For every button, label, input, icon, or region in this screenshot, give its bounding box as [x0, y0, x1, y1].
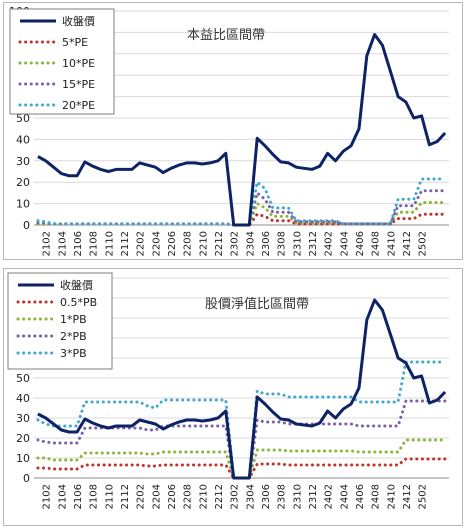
- x-tick-label: 2102: [42, 231, 53, 256]
- x-tick-label: 2110: [104, 484, 115, 509]
- x-tick-label: 2312: [308, 231, 319, 256]
- legend-label: 5*PE: [62, 36, 88, 49]
- y-tick-label: 40: [16, 392, 30, 405]
- x-tick-label: 2202: [136, 484, 147, 509]
- x-tick-label: 2306: [261, 484, 272, 509]
- x-tick-label: 2208: [183, 231, 194, 256]
- legend-label: 收盤價: [62, 14, 95, 28]
- legend-label: 3*PB: [60, 347, 87, 360]
- x-tick-label: 2212: [214, 231, 225, 256]
- x-tick-label: 2406: [355, 484, 366, 509]
- x-tick-label: 2102: [42, 484, 53, 509]
- x-tick-label: 2210: [198, 484, 209, 509]
- x-tick-label: 2104: [57, 231, 68, 256]
- x-tick-label: 2502: [418, 231, 429, 256]
- legend-box: [9, 8, 115, 115]
- legend-label: 0.5*PB: [60, 296, 97, 309]
- series-line-band-4: [36, 177, 447, 227]
- series-line-close-price: [37, 33, 447, 227]
- y-tick-label: 30: [16, 155, 30, 168]
- series-line-band-2: [36, 438, 447, 480]
- x-tick-label: 2406: [355, 231, 366, 256]
- x-tick-label: 2210: [198, 231, 209, 256]
- x-tick-label: 2206: [167, 484, 178, 509]
- x-tick-label: 2112: [120, 484, 131, 509]
- series-line-close-price: [37, 298, 447, 480]
- legend-label: 2*PB: [60, 330, 87, 343]
- x-tick-label: 2502: [418, 484, 429, 509]
- x-tick-label: 2410: [386, 231, 397, 256]
- x-tick-label: 2108: [89, 484, 100, 509]
- legend-label: 15*PE: [62, 78, 95, 91]
- x-tick-label: 2204: [151, 484, 162, 509]
- series-line-band-1: [36, 457, 447, 480]
- y-tick-label: 30: [16, 412, 30, 425]
- legend-label: 1*PB: [60, 313, 87, 326]
- x-tick-label: 2310: [292, 231, 303, 256]
- x-tick-label: 2112: [120, 231, 131, 256]
- x-tick-label: 2308: [277, 231, 288, 256]
- legend-box: [7, 272, 113, 370]
- pe-band-chart: 0102030405060708090100210221042106210821…: [9, 5, 449, 256]
- y-tick-label: 10: [16, 198, 30, 211]
- legend-label: 收盤價: [60, 278, 93, 292]
- x-tick-label: 2108: [89, 231, 100, 256]
- x-tick-label: 2308: [277, 484, 288, 509]
- x-tick-label: 2402: [324, 484, 335, 509]
- y-tick-label: 10: [16, 452, 30, 465]
- x-tick-label: 2208: [183, 484, 194, 509]
- x-tick-label: 2408: [371, 231, 382, 256]
- legend-label: 10*PE: [62, 57, 95, 70]
- x-tick-label: 2106: [73, 231, 84, 256]
- legend-label: 20*PE: [62, 99, 95, 112]
- x-tick-label: 2402: [324, 231, 335, 256]
- x-tick-label: 2412: [402, 231, 413, 256]
- y-tick-label: 0: [23, 472, 30, 485]
- x-tick-label: 2212: [214, 484, 225, 509]
- x-tick-label: 2310: [292, 484, 303, 509]
- series-line-band-2: [36, 201, 447, 227]
- x-tick-label: 2110: [104, 231, 115, 256]
- series-line-band-4: [36, 360, 447, 480]
- x-tick-label: 2202: [136, 231, 147, 256]
- x-tick-label: 2312: [308, 484, 319, 509]
- chart-title: 股價淨值比區間帶: [205, 296, 309, 312]
- x-tick-label: 2302: [230, 231, 241, 256]
- series-line-band-3: [36, 399, 447, 480]
- x-tick-label: 2408: [371, 484, 382, 509]
- x-tick-label: 2404: [339, 231, 350, 256]
- x-tick-label: 2204: [151, 231, 162, 256]
- y-tick-label: 0: [23, 219, 30, 232]
- legend: 收盤價 0.5*PB 1*PB 2*PB 3*PB: [7, 272, 113, 370]
- x-tick-label: 2304: [245, 484, 256, 509]
- y-tick-label: 50: [16, 112, 30, 125]
- pb-band-chart-panel: 0102030405060708090100210221042106210821…: [3, 268, 463, 526]
- x-tick-label: 2306: [261, 231, 272, 256]
- y-tick-label: 50: [16, 372, 30, 385]
- x-tick-label: 2302: [230, 484, 241, 509]
- x-tick-label: 2304: [245, 231, 256, 256]
- pe-band-chart-panel: 0102030405060708090100210221042106210821…: [3, 2, 463, 260]
- x-tick-label: 2404: [339, 484, 350, 509]
- y-tick-label: 20: [16, 432, 30, 445]
- pb-band-chart: 0102030405060708090100210221042106210821…: [7, 272, 449, 509]
- x-tick-label: 2410: [386, 484, 397, 509]
- x-tick-label: 2104: [57, 484, 68, 509]
- legend: 收盤價 5*PE 10*PE 15*PE 20*PE: [9, 8, 115, 115]
- x-tick-label: 2412: [402, 484, 413, 509]
- y-tick-label: 20: [16, 176, 30, 189]
- x-tick-label: 2206: [167, 231, 178, 256]
- x-tick-label: 2106: [73, 484, 84, 509]
- chart-title: 本益比區間帶: [187, 28, 265, 43]
- series-line-band-3: [36, 189, 447, 227]
- y-tick-label: 40: [16, 133, 30, 146]
